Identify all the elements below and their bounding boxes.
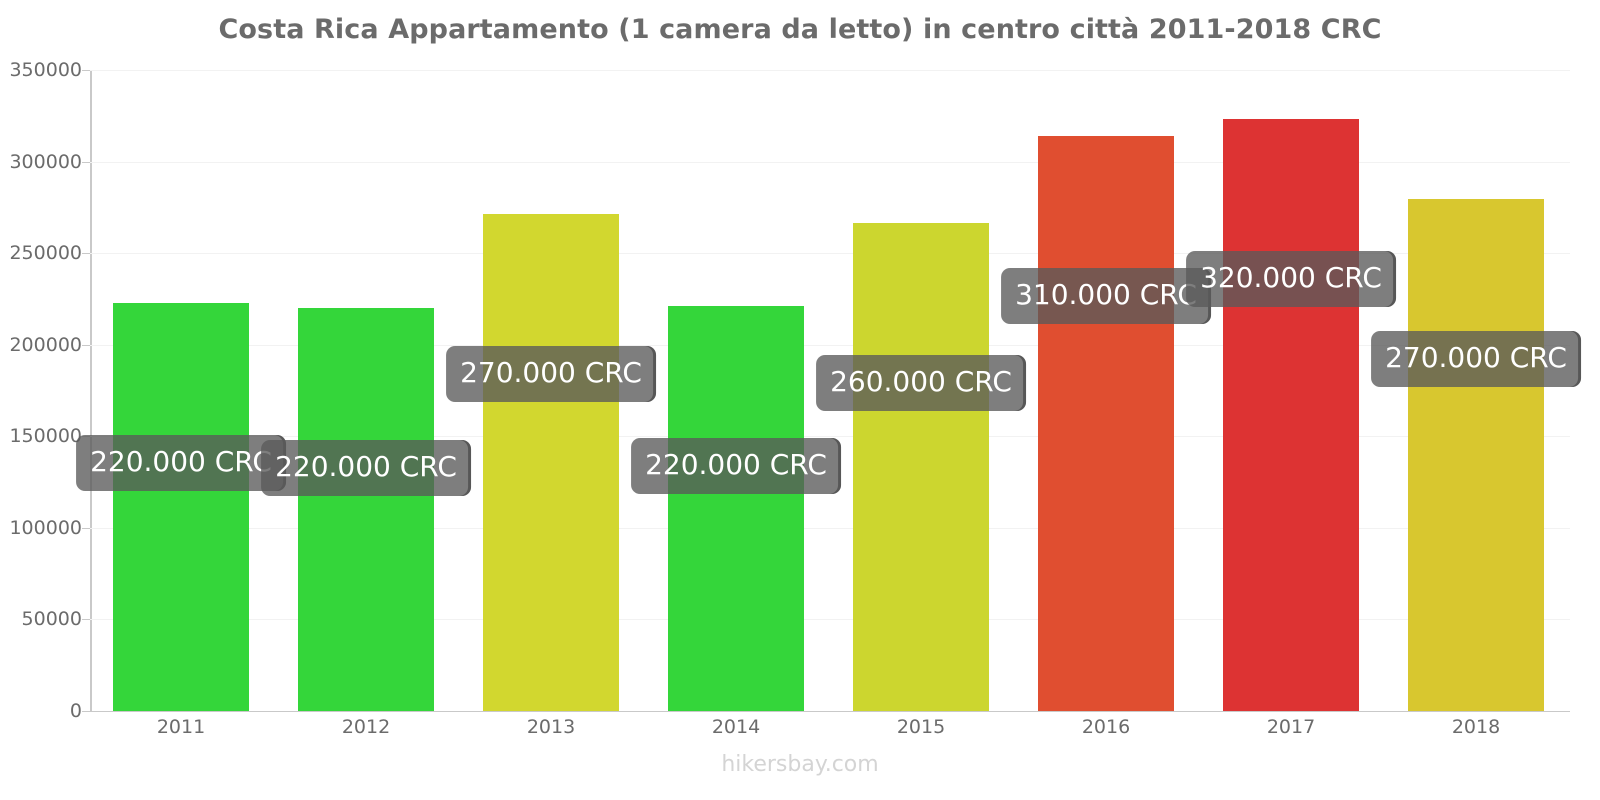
y-tick-mark xyxy=(82,619,90,621)
x-tick-label-2014: 2014 xyxy=(711,716,761,738)
y-tick-label: 100000 xyxy=(9,516,82,539)
gridline xyxy=(90,619,1570,621)
y-axis-line xyxy=(90,70,92,712)
bar-2015[interactable] xyxy=(853,222,989,711)
gridline xyxy=(90,70,1570,71)
x-tick-label-2017: 2017 xyxy=(1266,716,1316,738)
y-tick-label: 150000 xyxy=(9,425,82,448)
y-tick-mark xyxy=(82,344,90,346)
y-tick-label: 350000 xyxy=(9,59,82,81)
data-label-2011: 220.000 CRC xyxy=(76,434,286,491)
gridline xyxy=(90,711,1570,712)
gridline xyxy=(90,161,1570,163)
y-tick-mark xyxy=(82,711,90,712)
gridline xyxy=(90,436,1570,438)
gridline xyxy=(90,527,1570,529)
bar-2012[interactable] xyxy=(298,308,434,711)
x-tick-label-2015: 2015 xyxy=(896,716,946,738)
gridline xyxy=(90,344,1570,346)
y-tick-mark xyxy=(82,527,90,529)
x-tick-label-2011: 2011 xyxy=(156,716,206,738)
y-tick-mark xyxy=(82,161,90,163)
bar-2014[interactable] xyxy=(668,306,804,711)
x-tick-label-2013: 2013 xyxy=(526,716,576,738)
data-label-2014: 220.000 CRC xyxy=(631,438,841,495)
gridline xyxy=(90,253,1570,255)
y-tick-label: 0 xyxy=(69,700,82,722)
data-label-2017: 320.000 CRC xyxy=(1186,251,1396,308)
data-label-2013: 270.000 CRC xyxy=(446,345,656,402)
data-label-2012: 220.000 CRC xyxy=(261,440,471,497)
chart-title: Costa Rica Appartamento (1 camera da let… xyxy=(218,14,1382,45)
y-tick-label: 300000 xyxy=(9,150,82,173)
data-label-2015: 260.000 CRC xyxy=(816,354,1026,411)
bar-2013[interactable] xyxy=(483,213,619,711)
x-tick-label-2012: 2012 xyxy=(341,716,391,738)
y-tick-label: 200000 xyxy=(9,333,82,356)
y-tick-mark xyxy=(82,253,90,255)
footer-credit: hikersbay.com xyxy=(721,752,879,777)
bar-2018[interactable] xyxy=(1408,199,1544,711)
x-tick-label-2018: 2018 xyxy=(1451,716,1501,738)
data-label-2018: 270.000 CRC xyxy=(1371,331,1581,388)
bar-2011[interactable] xyxy=(113,302,249,711)
x-tick-label-2016: 2016 xyxy=(1081,716,1131,738)
plot-area xyxy=(90,70,1570,712)
y-tick-label: 250000 xyxy=(9,242,82,265)
bar-2016[interactable] xyxy=(1038,135,1174,711)
y-tick-mark xyxy=(82,70,90,71)
data-label-2016: 310.000 CRC xyxy=(1001,267,1211,324)
bar-2017[interactable] xyxy=(1223,119,1359,711)
y-tick-label: 50000 xyxy=(21,608,82,631)
